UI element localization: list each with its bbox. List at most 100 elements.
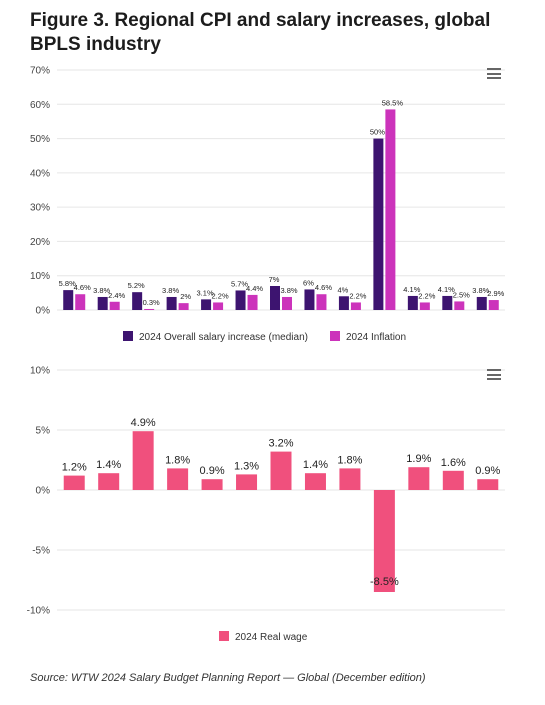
bar-real-wage <box>270 451 292 490</box>
data-label: 1.3% <box>234 460 259 472</box>
data-label: -8.5% <box>370 576 399 588</box>
bar-real-wage <box>442 470 464 490</box>
bar-salary <box>270 286 280 310</box>
y-tick-label: 60% <box>30 100 50 111</box>
data-label: 1.2% <box>62 462 87 474</box>
legend-swatch <box>123 331 133 341</box>
bar-salary <box>63 290 74 310</box>
data-label: 2.2% <box>418 291 435 300</box>
data-label: 5.7% <box>231 279 248 288</box>
data-label: 5.2% <box>128 281 145 290</box>
legend-label: 2024 Inflation <box>346 332 406 343</box>
data-label: 2.2% <box>212 291 229 300</box>
bar-inflation <box>178 303 189 310</box>
data-label: 3.8% <box>93 286 110 295</box>
data-label: 2% <box>180 292 191 301</box>
bar-salary <box>235 290 246 310</box>
bar-inflation <box>350 302 361 310</box>
y-tick-label: 20% <box>30 237 50 248</box>
data-label: 2.2% <box>349 291 366 300</box>
data-label: 3.8% <box>472 286 489 295</box>
y-tick-label: 10% <box>30 271 50 282</box>
data-label: 1.8% <box>165 454 190 466</box>
data-label: 2.5% <box>453 290 470 299</box>
bar-real-wage <box>98 473 120 490</box>
bar-salary <box>476 296 487 310</box>
y-tick-label: 30% <box>30 203 50 214</box>
data-label: 4.9% <box>131 417 156 429</box>
bar-salary <box>442 295 453 310</box>
bar-inflation <box>419 302 430 310</box>
bar-inflation <box>385 109 396 310</box>
y-tick-label: -10% <box>27 606 50 617</box>
y-tick-label: -5% <box>32 546 50 557</box>
bar-salary <box>373 138 384 310</box>
bar-real-wage <box>408 467 430 490</box>
data-label: 4.6% <box>315 283 332 292</box>
bar-inflation <box>75 294 86 310</box>
bar-real-wage <box>63 475 85 490</box>
legend-label: 2024 Real wage <box>235 632 308 643</box>
bar-inflation <box>247 294 258 310</box>
page-title: Figure 3. Regional CPI and salary increa… <box>30 10 491 55</box>
chart1-menu-icon[interactable] <box>487 68 501 79</box>
y-tick-label: 0% <box>36 486 51 497</box>
bar-salary <box>166 296 177 310</box>
bar-salary <box>201 299 212 310</box>
bar-real-wage <box>339 468 361 490</box>
data-label: 1.6% <box>441 457 466 469</box>
bar-real-wage <box>236 474 258 490</box>
y-tick-label: 70% <box>30 66 50 77</box>
data-label: 0.9% <box>200 465 225 477</box>
legend-swatch <box>330 331 340 341</box>
data-label: 6% <box>303 278 314 287</box>
data-label: 1.9% <box>406 453 431 465</box>
bar-inflation <box>488 300 499 310</box>
bar-inflation <box>109 301 120 310</box>
data-label: 0.3% <box>143 298 160 307</box>
bar-inflation <box>144 308 155 310</box>
bar-real-wage <box>477 479 499 490</box>
bar-inflation <box>213 302 224 310</box>
bar-real-wage <box>373 490 395 592</box>
data-label: 1.8% <box>337 454 362 466</box>
bar-inflation <box>316 294 327 310</box>
data-label: 2.9% <box>487 289 504 298</box>
source-note: Source: WTW 2024 Salary Budget Planning … <box>30 672 426 684</box>
data-label: 7% <box>269 275 280 284</box>
y-tick-label: 50% <box>30 134 50 145</box>
bar-salary <box>338 296 349 310</box>
legend-label: 2024 Overall salary increase (median) <box>139 332 308 343</box>
salary-inflation-chart-svg: 0% 10% 20% 30% 40% 50% 60% 70% 5.8% 3.8% 5.2% 3.8% 3… <box>30 66 505 343</box>
data-label: 3.1% <box>197 288 214 297</box>
y-tick-label: 5% <box>36 426 51 437</box>
data-label: 58.5% <box>382 98 404 107</box>
real-wage-chart: -10% -5% 0% 5% 10% 1.2% 1.4% 4.9% 1.8% 0.9% 1.3% 3.… <box>0 360 545 660</box>
data-label: 5.8% <box>59 279 76 288</box>
chart2-menu-icon[interactable] <box>487 369 501 380</box>
data-label: 1.4% <box>96 459 121 471</box>
data-label: 3.2% <box>268 438 293 450</box>
bar-real-wage <box>167 468 189 490</box>
data-label: 50% <box>370 128 385 137</box>
bar-salary <box>132 292 143 310</box>
bar-inflation <box>282 296 292 310</box>
y-tick-label: 10% <box>30 366 50 377</box>
data-label: 3.8% <box>162 286 179 295</box>
data-label: 4.4% <box>246 284 263 293</box>
bar-real-wage <box>132 431 154 490</box>
legend-swatch <box>219 631 229 641</box>
bar-inflation <box>454 301 465 310</box>
bar-real-wage <box>201 479 223 490</box>
data-label: 4.6% <box>74 283 91 292</box>
data-label: 0.9% <box>475 465 500 477</box>
bar-salary <box>304 289 315 310</box>
data-label: 1.4% <box>303 459 328 471</box>
real-wage-chart-svg: -10% -5% 0% 5% 10% 1.2% 1.4% 4.9% 1.8% 0.9% 1.3% 3.… <box>27 366 505 643</box>
data-label: 2.4% <box>108 291 125 300</box>
data-label: 4% <box>338 285 349 294</box>
data-label: 4.1% <box>403 285 420 294</box>
y-tick-label: 40% <box>30 168 50 179</box>
bar-salary <box>97 296 108 310</box>
bar-real-wage <box>304 473 326 490</box>
